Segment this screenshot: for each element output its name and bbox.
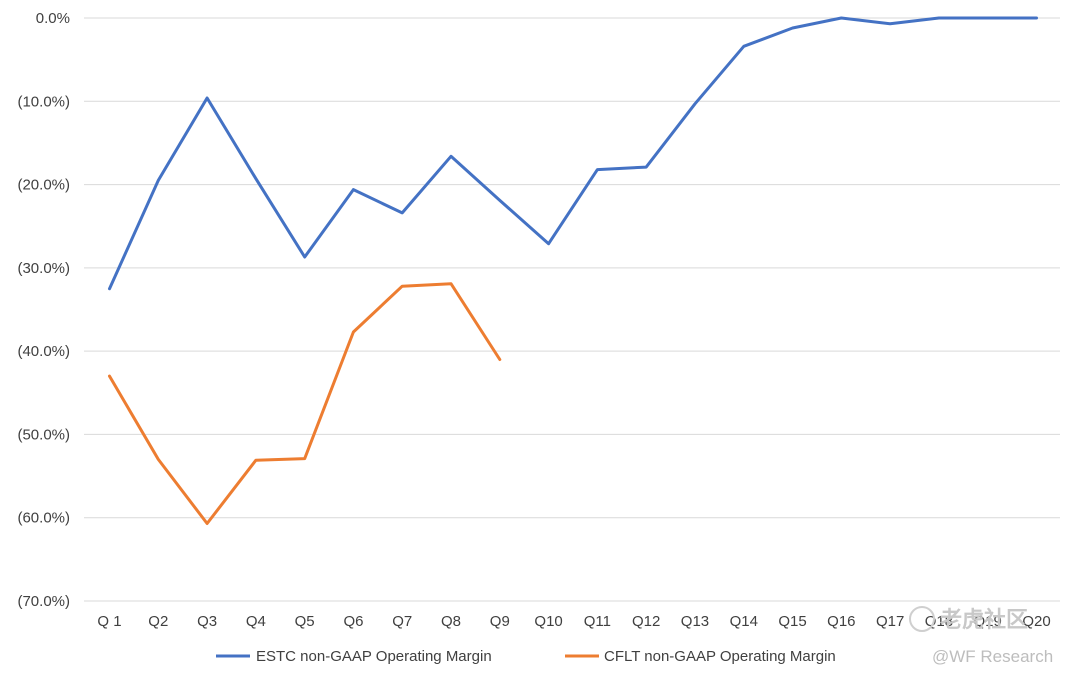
x-tick-label: Q16 <box>827 613 855 630</box>
tiger-logo-icon <box>909 606 935 632</box>
x-axis-ticks: Q 1 Q2 Q3 Q4 Q5 Q6 Q7 Q8 Q9 Q10 Q11 Q12 Q13 Q14 Q15 Q16… <box>97 613 1050 630</box>
watermark-brand: 老虎社区 <box>939 607 1028 633</box>
x-tick-label: Q5 <box>295 613 315 630</box>
y-tick-label: (50.0%) <box>17 426 70 443</box>
y-tick-label: (30.0%) <box>17 260 70 277</box>
x-tick-label: Q13 <box>681 613 709 630</box>
x-tick-label: Q3 <box>197 613 217 630</box>
x-tick-label: Q4 <box>246 613 266 630</box>
x-tick-label: Q20 <box>1022 613 1050 630</box>
x-tick-label: Q9 <box>490 613 510 630</box>
series-line-cflt <box>108 282 502 525</box>
y-tick-label: (70.0%) <box>17 593 70 610</box>
y-tick-label: (20.0%) <box>17 177 70 194</box>
watermark-credit: @WF Research <box>932 647 1053 666</box>
x-tick-label: Q8 <box>441 613 461 630</box>
x-tick-label: Q19 <box>974 613 1002 630</box>
series-lines <box>108 16 1038 525</box>
x-tick-label: Q14 <box>730 613 758 630</box>
legend-label-cflt: CFLT non-GAAP Operating Margin <box>604 648 836 665</box>
y-axis-ticks: 0.0% (10.0%) (20.0%) (30.0%) (40.0%) (50.0%) (… <box>17 10 70 610</box>
x-tick-label: Q10 <box>534 613 562 630</box>
series-line-estc <box>108 16 1038 291</box>
x-tick-label: Q17 <box>876 613 904 630</box>
legend-label-estc: ESTC non-GAAP Operating Margin <box>256 648 492 665</box>
x-tick-label: Q2 <box>148 613 168 630</box>
legend: ESTC non-GAAP Operating Margin CFLT non-… <box>216 648 836 665</box>
y-tick-label: (60.0%) <box>17 510 70 527</box>
x-tick-label: Q6 <box>343 613 363 630</box>
x-tick-label: Q12 <box>632 613 660 630</box>
x-tick-label: Q15 <box>778 613 806 630</box>
x-tick-label: Q11 <box>584 613 611 630</box>
x-tick-label: Q 1 <box>97 613 121 630</box>
y-tick-label: (10.0%) <box>17 93 70 110</box>
y-tick-label: (40.0%) <box>17 343 70 360</box>
x-tick-label: Q7 <box>392 613 412 630</box>
y-tick-label: 0.0% <box>36 10 70 27</box>
gridlines <box>84 17 1060 602</box>
watermark: 老虎社区 @WF Research <box>909 606 1053 666</box>
